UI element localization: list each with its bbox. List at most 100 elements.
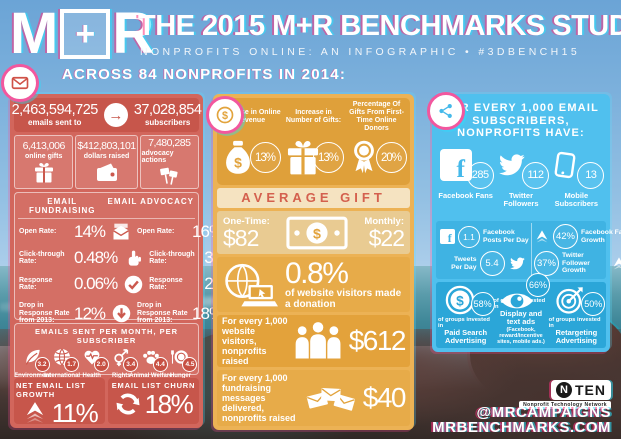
people-group-icon (295, 322, 341, 359)
gift-icon (287, 140, 318, 175)
tweets-per-day: Tweets Per Day 5.4 (438, 250, 532, 277)
benchmarks-site-link[interactable]: MRBENCHMARKS.COM (432, 419, 611, 436)
churn-label: EMAIL LIST CHURN (111, 381, 196, 390)
totals-row: 6,413,006 online gifts $412,803,101 doll… (14, 135, 200, 189)
social-label: Twitter Followers (503, 190, 539, 208)
increase-number-gifts: Increase in Number of Gifts: 13% (282, 102, 345, 181)
stat-label: advocacy actions (141, 150, 174, 164)
svg-text:$: $ (222, 110, 228, 122)
fundraising-value: 14% (74, 222, 106, 241)
row-label: Response Rate: (149, 276, 183, 292)
svg-text:f: f (456, 155, 465, 181)
cause-health: 2.0 Health (77, 347, 109, 379)
facebook-fans: f 285 Facebook Fans (438, 145, 494, 219)
nten-tagline: Nonprofit Technology Network (519, 401, 611, 409)
row-label: Open Rate: (137, 228, 175, 236)
monthly-value: $22 (368, 224, 405, 251)
percent-badge: 50% (581, 292, 606, 316)
row-label: Drop in Response Rate from 2013: (137, 302, 188, 325)
raised-per-visitors-box: For every 1,000 website visitors, nonpro… (217, 315, 410, 367)
stat-advocacy-actions: 7,480,285 advocacy actions (139, 135, 200, 189)
value-badge: 4.5 (182, 357, 198, 372)
net-email-list-growth-box: NET EMAIL LIST GROWTH 11% (14, 378, 105, 427)
target-icon (556, 287, 584, 314)
heart-pulse-icon (84, 350, 100, 365)
down-arrow-circle-icon (112, 304, 130, 323)
emails-sent-box: 2,463,594,725 emails sent to → 37,028,85… (12, 98, 202, 132)
nten-wordmark: TEN (575, 382, 606, 398)
fundraising-value: 0.48% (74, 248, 118, 267)
coin-icon: $ (445, 285, 474, 315)
ad-label: Display and text ads (499, 309, 543, 326)
stat-label: dollars raised (83, 152, 130, 160)
percent-badge: 20% (375, 142, 407, 173)
twitter-handle-link[interactable]: @MRCAMPAIGNS (476, 404, 611, 421)
one-time-value: $82 (223, 224, 259, 251)
growth-arrow-icon (26, 402, 43, 423)
nten-logo[interactable]: N TEN Nonprofit Technology Network (519, 380, 611, 409)
gift-icon (34, 162, 53, 182)
picket-signs-icon (160, 167, 178, 185)
email-list-churn-box: EMAIL LIST CHURN 18% (108, 378, 199, 424)
twitter-follower-growth: 37% Twitter Follower Growth (532, 250, 621, 277)
churn-arrows-icon (116, 393, 140, 415)
per-messages-label: For every 1,000 fundraising messages del… (222, 373, 296, 423)
share-badge (427, 92, 465, 130)
facebook-fan-growth: 42% Facebook Fan Growth (532, 223, 621, 250)
cause-label: Rights (111, 373, 131, 379)
ad-pre-label: of groups invested in (548, 317, 601, 329)
one-time-label: One-Time: (223, 215, 270, 227)
row-label: Click-through Rate: (19, 250, 65, 266)
column-header-advocacy: EMAIL ADVOCACY (107, 197, 194, 206)
percent-badge: 58% (470, 292, 495, 316)
arrow-right-icon: → (103, 103, 128, 127)
value-badge: 42% (553, 224, 578, 249)
cause-rights: 3.4 Rights (107, 347, 139, 379)
logo-plus-box: + (60, 9, 111, 59)
cause-label: Environment (14, 373, 51, 379)
stat-value: 7,480,285 (148, 137, 191, 149)
activity-label: Tweets Per Day (451, 256, 477, 271)
panel-email-stats: 2,463,594,725 emails sent to → 37,028,85… (10, 94, 240, 428)
cause-label: Health (82, 373, 101, 379)
row-label: Click-through Rate: (149, 250, 195, 266)
plus-icon: + (75, 15, 96, 53)
up-arrow-icon (536, 229, 548, 242)
value-badge: 1.1 (458, 225, 480, 248)
percent-badge: 66% (525, 273, 550, 297)
social-activity-grid: f 1.1 Facebook Posts Per Day 42% Faceboo… (436, 221, 621, 279)
mobile-subscribers: 13 Mobile Subscribers (549, 145, 605, 219)
cause-animal-welfare: 4.4 Animal Welfare (129, 347, 173, 379)
social-counts-row: f 285 Facebook Fans 112 Twitter Follower… (436, 143, 606, 219)
stat-label: online gifts (25, 152, 63, 160)
leaf-icon (25, 349, 40, 365)
count-badge: 13 (577, 161, 605, 189)
activity-label: Facebook Posts Per Day (483, 229, 529, 244)
row-label: Response Rate: (19, 276, 53, 292)
percent-badge: 13% (249, 142, 281, 173)
table-row-response-drop: Drop in Response Rate from 2013: 12% Dro… (18, 297, 224, 330)
count-badge: 112 (521, 161, 549, 189)
cause-label: Hunger (169, 373, 191, 379)
emails-sent-label: emails sent to (28, 118, 82, 127)
average-gift-heading: AVERAGE GIFT (217, 188, 410, 209)
dollar-badge: $ (206, 96, 244, 134)
increase-online-revenue: Increase in Online Revenue $ 13% (219, 102, 282, 181)
twitter-icon (498, 153, 525, 175)
value-badge: 2.0 (93, 357, 109, 372)
ad-note: (Facebook, reward/incentive sites, mobil… (497, 327, 545, 345)
value-badge: 4.4 (152, 357, 168, 372)
logo-letter-r: R (112, 1, 155, 66)
value-badge: 37% (534, 251, 559, 276)
stat-value: $412,803,101 (77, 139, 136, 152)
facebook-posts-per-day: f 1.1 Facebook Posts Per Day (438, 223, 532, 250)
cause-international: 1.7 International (44, 347, 80, 379)
first-time-donors: Percentage Of Gifts From First-Time Onli… (345, 101, 408, 181)
envelopes-icon (306, 388, 356, 411)
money-bag-icon: $ (225, 140, 250, 174)
increases-row: Increase in Online Revenue $ 13% Increas… (217, 98, 410, 186)
table-row-response-rate: Response Rate: 0.06% Response Rate: 2.9% (18, 271, 240, 297)
activity-label: Facebook Fan Growth (581, 229, 621, 244)
conversion-label: of website visitors made a donation (285, 287, 402, 310)
